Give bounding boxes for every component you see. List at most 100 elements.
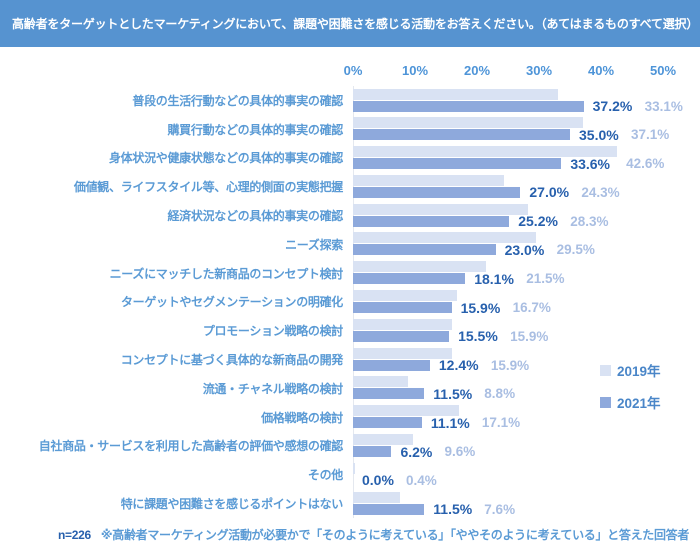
bar-2021 xyxy=(353,417,422,429)
value-label-2019: 16.7% xyxy=(512,300,551,316)
bar-group: 37.2% 33.1% xyxy=(353,86,700,115)
value-label-2021: 6.2% xyxy=(400,443,433,460)
bar-group: 23.0% 29.5% xyxy=(353,230,700,259)
value-label-2019: 15.9% xyxy=(510,328,549,344)
bar-2019 xyxy=(353,376,408,388)
value-label-2021: 15.5% xyxy=(458,328,498,345)
bar-2021 xyxy=(353,302,452,314)
bar-row: コンセプトに基づく具体的な新商品の開発 12.4% 15.9% xyxy=(0,345,700,374)
x-tick-label: 40% xyxy=(587,63,615,78)
footer: n=226 ※高齢者マーケティング活動が必要かで「そのように考えている」「ややその… xyxy=(0,526,700,543)
bar-2019 xyxy=(353,232,536,244)
x-tick-label: 50% xyxy=(649,63,677,78)
category-label: 普段の生活行動などの具体的事実の確認 xyxy=(132,93,343,108)
value-label-2019: 7.6% xyxy=(484,501,516,517)
bar-2019 xyxy=(353,261,487,273)
category-label: ニーズ探索 xyxy=(285,237,343,252)
bar-2019 xyxy=(353,203,529,215)
value-label-2021: 11.1% xyxy=(430,414,470,431)
footer-sample-size: n=226 xyxy=(58,528,91,542)
value-label-2019: 0.4% xyxy=(406,472,437,488)
legend-item-2019: 2019年 xyxy=(600,360,661,380)
category-label: ターゲットやセグメンテーションの明確化 xyxy=(120,295,343,310)
bar-2021 xyxy=(353,359,430,371)
bar-2019 xyxy=(353,318,452,330)
category-label: 特に課題や困難さを感じるポイントはない xyxy=(120,497,344,512)
value-label-2019: 42.6% xyxy=(626,156,665,172)
value-label-2019: 28.3% xyxy=(570,213,609,229)
legend: 2019年 2021年 xyxy=(600,360,661,424)
bar-row: 普段の生活行動などの具体的事実の確認 37.2% 33.1% xyxy=(0,86,700,115)
category-label: 流通・チャネル戦略の検討 xyxy=(202,381,344,396)
legend-label: 2019年 xyxy=(617,364,661,379)
bar-2019 xyxy=(353,290,457,302)
value-label-2021: 0.0% xyxy=(362,472,394,489)
bar-row: 流通・チャネル戦略の検討 11.5% 8.8% xyxy=(0,374,700,403)
category-label: 価値観、ライフスタイル等、心理的側面の実態把握 xyxy=(73,180,343,195)
value-label-2021: 37.2% xyxy=(592,98,633,114)
bar-2019 xyxy=(353,146,618,158)
x-axis: 0% 10% 20% 30% 40% 50% xyxy=(344,63,676,80)
category-label: 経済状況などの具体的事実の確認 xyxy=(167,209,343,224)
bar-group: 33.6% 42.6% xyxy=(353,144,700,173)
value-label-2019: 17.1% xyxy=(481,415,521,431)
bar-row: ニーズ探索 23.0% 29.5% xyxy=(0,230,700,259)
bar-2021 xyxy=(353,273,466,285)
value-label-2019: 37.1% xyxy=(631,127,670,143)
category-label: プロモーション戦略の検討 xyxy=(202,324,343,339)
x-tick-label: 30% xyxy=(525,63,553,78)
bar-group: 18.1% 21.5% xyxy=(353,259,700,288)
value-label-2021: 11.5% xyxy=(433,385,473,402)
value-label-2021: 18.1% xyxy=(474,270,514,287)
x-tick-label: 20% xyxy=(463,63,491,78)
bar-row: 自社商品・サービスを利用した高齢者の評価や感想の確認 6.2% 9.6% xyxy=(0,432,700,461)
bar-group: 12.4% 15.9% xyxy=(353,345,700,374)
value-label-2019: 29.5% xyxy=(556,242,595,258)
legend-swatch xyxy=(600,396,611,408)
bar-row: ニーズにマッチした新商品のコンセプト検討 18.1% 21.5% xyxy=(0,259,700,288)
category-label: 購買行動などの具体的事実の確認 xyxy=(167,122,343,137)
bar-2019 xyxy=(353,347,452,359)
footer-annotation: ※高齢者マーケティング活動が必要かで「そのように考えている」「ややそのように考え… xyxy=(100,528,690,542)
value-label-2021: 23.0% xyxy=(504,241,545,258)
x-tick-label: 10% xyxy=(401,63,429,78)
legend-swatch xyxy=(600,364,611,376)
value-label-2019: 8.8% xyxy=(484,386,516,402)
bar-group: 15.5% 15.9% xyxy=(353,316,700,345)
chart-area: 普段の生活行動などの具体的事実の確認 37.2% 33.1% 購買行動などの具体的事実… xyxy=(0,86,700,518)
x-tick-label: 0% xyxy=(343,63,363,78)
bar-2019 xyxy=(353,88,559,100)
bar-2019 xyxy=(353,174,504,186)
category-label: その他 xyxy=(307,468,343,483)
value-label-2019: 21.5% xyxy=(526,271,565,287)
category-label: 自社商品・サービスを利用した高齢者の評価や感想の確認 xyxy=(38,439,344,454)
bar-group: 11.1% 17.1% xyxy=(353,403,700,432)
value-label-2021: 27.0% xyxy=(529,184,570,201)
value-label-2019: 15.9% xyxy=(490,357,530,373)
bar-row: プロモーション戦略の検討 15.5% 15.9% xyxy=(0,316,700,345)
value-label-2021: 11.5% xyxy=(433,501,473,518)
bar-group: 11.5% 7.6% xyxy=(353,489,700,518)
bar-2019 xyxy=(353,491,401,503)
bar-2021 xyxy=(353,215,510,227)
bar-row: その他 0.0% 0.4% xyxy=(0,460,700,489)
bar-row: 購買行動などの具体的事実の確認 35.0% 37.1% xyxy=(0,115,700,144)
bar-group: 27.0% 24.3% xyxy=(353,172,700,201)
bar-2021 xyxy=(353,503,425,515)
legend-label: 2021年 xyxy=(617,396,661,411)
value-label-2019: 9.6% xyxy=(444,444,476,460)
bar-row: ターゲットやセグメンテーションの明確化 15.9% 16.7% xyxy=(0,288,700,317)
category-label: 価格戦略の検討 xyxy=(261,410,343,425)
bar-group: 11.5% 8.8% xyxy=(353,374,700,403)
bar-2021 xyxy=(353,158,562,170)
bar-row: 身体状況や健康状態などの具体的事実の確認 33.6% 42.6% xyxy=(0,144,700,173)
bar-2021 xyxy=(353,330,450,342)
bar-2019 xyxy=(353,117,584,129)
legend-item-2021: 2021年 xyxy=(600,392,661,412)
bar-group: 15.9% 16.7% xyxy=(353,288,700,317)
bar-2019 xyxy=(353,462,356,474)
category-label: コンセプトに基づく具体的な新商品の開発 xyxy=(120,353,344,368)
bar-group: 25.2% 28.3% xyxy=(353,201,700,230)
page-title: 高齢者をターゲットとしたマーケティングにおいて、課題や困難さを感じる活動をお答え… xyxy=(12,17,699,31)
